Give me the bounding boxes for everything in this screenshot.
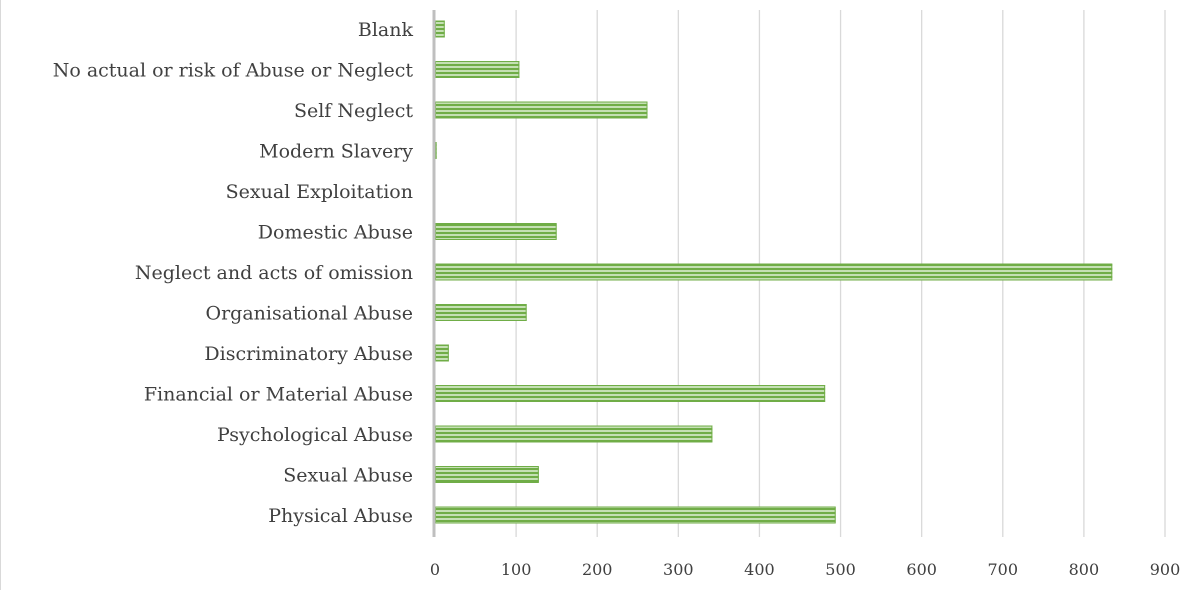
category-label: Modern Slavery — [259, 141, 413, 163]
x-tick-label: 900 — [1150, 560, 1181, 579]
x-tick-label: 700 — [988, 560, 1019, 579]
x-tick-label: 200 — [582, 560, 613, 579]
bar-no-actual-or-risk-of-abuse-or-neglect — [435, 61, 520, 78]
bar-financial-or-material-abuse — [435, 385, 826, 402]
bar-sexual-abuse — [435, 466, 539, 483]
category-labels: Blank No actual or risk of Abuse or Negle… — [53, 19, 414, 527]
category-label: Domestic Abuse — [258, 222, 413, 244]
bar-physical-abuse — [435, 506, 836, 524]
bar-self-neglect — [435, 101, 648, 119]
category-label: Sexual Exploitation — [226, 181, 413, 203]
x-tick-label: 300 — [663, 560, 694, 579]
category-label: Discriminatory Abuse — [204, 343, 413, 365]
x-tick-label: 600 — [906, 560, 937, 579]
category-label: No actual or risk of Abuse or Neglect — [53, 60, 414, 82]
category-label: Psychological Abuse — [217, 424, 413, 446]
bar-domestic-abuse — [435, 223, 557, 240]
category-label: Neglect and acts of omission — [135, 262, 413, 284]
category-label: Blank — [358, 19, 414, 41]
category-label: Financial or Material Abuse — [144, 384, 413, 406]
category-label: Sexual Abuse — [283, 465, 413, 487]
x-tick-label: 500 — [825, 560, 856, 579]
x-tick-label: 100 — [501, 560, 532, 579]
bar-discriminatory-abuse — [435, 344, 449, 362]
x-tick-label: 0 — [430, 560, 440, 579]
bars — [435, 20, 1113, 524]
bar-organisational-abuse — [435, 304, 527, 321]
bar-psychological-abuse — [435, 425, 713, 443]
bar-neglect-and-acts-of-omission — [435, 263, 1113, 281]
category-label: Organisational Abuse — [206, 303, 414, 325]
category-label: Physical Abuse — [268, 505, 413, 527]
x-tick-label: 800 — [1069, 560, 1100, 579]
bar-blank — [435, 20, 445, 38]
x-tick-label: 400 — [744, 560, 775, 579]
category-label: Self Neglect — [294, 100, 413, 122]
x-tick-labels: 0 100 200 300 400 500 600 700 800 900 — [430, 560, 1180, 579]
